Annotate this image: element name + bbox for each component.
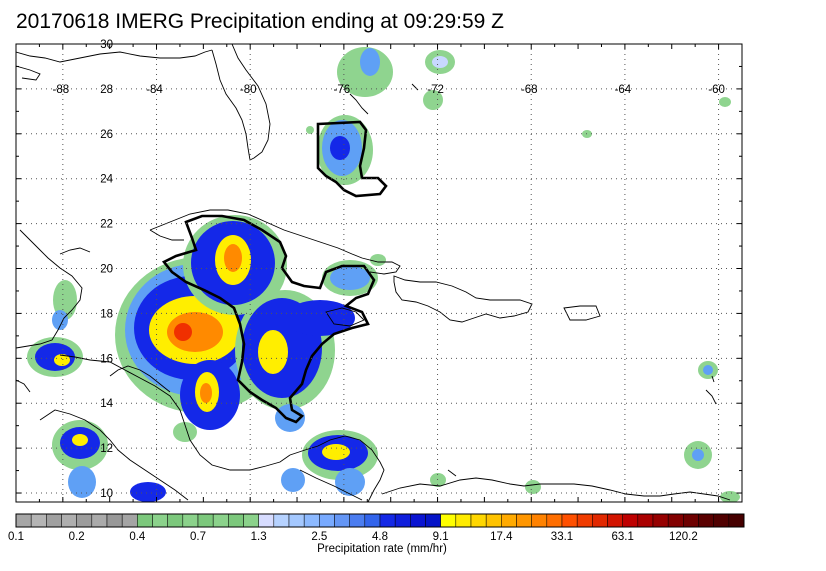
colorbar-tick-label: 0.4 <box>129 531 146 543</box>
colorbar-swatch <box>607 513 623 528</box>
colorbar-swatch <box>546 513 563 528</box>
colorbar-swatch <box>91 513 108 528</box>
colorbar-swatch <box>410 513 426 528</box>
colorbar <box>15 513 745 528</box>
colorbar-frame <box>15 513 745 528</box>
map-title: 20170618 IMERG Precipitation ending at 0… <box>16 10 504 33</box>
colorbar-swatch <box>713 513 730 528</box>
colorbar-tick-label: 63.1 <box>611 531 634 543</box>
coastlines <box>16 44 731 502</box>
lat-label: 16 <box>100 353 113 365</box>
colorbar-swatch <box>288 513 305 528</box>
colorbar-swatch <box>364 513 381 528</box>
colorbar-swatch <box>197 513 214 528</box>
lat-label: 14 <box>100 398 113 410</box>
colorbar-swatch <box>683 513 699 528</box>
colorbar-tick-label: 33.1 <box>550 531 574 543</box>
lon-label: -80 <box>240 84 257 96</box>
colorbar-swatch <box>394 513 411 528</box>
colorbar-swatch <box>167 513 184 528</box>
lat-label: 28 <box>100 84 113 96</box>
colorbar-swatch <box>485 513 502 528</box>
colorbar-swatch <box>182 513 199 528</box>
map-frame <box>15 43 743 503</box>
colorbar-swatch <box>273 513 290 528</box>
lon-label: -88 <box>53 84 70 96</box>
lat-label: 10 <box>100 488 113 500</box>
frame-ticks <box>16 43 742 502</box>
colorbar-swatch <box>121 513 138 528</box>
colorbar-swatch <box>46 513 62 528</box>
colorbar-swatch <box>501 513 517 528</box>
colorbar-swatch <box>667 513 684 528</box>
colorbar-swatch <box>455 513 472 528</box>
lon-label: -76 <box>334 84 351 96</box>
lon-label: -72 <box>427 84 444 96</box>
colorbar-swatch <box>106 513 123 528</box>
latitude-labels: 30 28 26 24 22 20 18 16 14 12 10 <box>100 39 113 500</box>
colorbar-swatch <box>622 513 639 528</box>
colorbar-swatch <box>576 513 593 528</box>
colorbar-swatch <box>531 513 548 528</box>
colorbar-swatch <box>349 513 366 528</box>
colorbar-swatch <box>425 513 441 528</box>
lat-label: 30 <box>100 39 113 51</box>
colorbar-swatch <box>76 513 93 528</box>
lat-label: 12 <box>100 443 113 455</box>
lon-label: -84 <box>146 84 163 96</box>
colorbar-swatch <box>592 513 608 528</box>
colorbar-swatch <box>152 513 168 528</box>
colorbar-tick-label: 4.8 <box>372 531 388 543</box>
lat-label: 24 <box>100 174 113 186</box>
lat-label: 20 <box>100 264 113 276</box>
colorbar-swatch <box>61 513 77 528</box>
colorbar-swatch <box>137 513 153 528</box>
colorbar-swatch <box>440 513 457 528</box>
colorbar-swatch <box>470 513 487 528</box>
colorbar-tick-label: 0.2 <box>68 531 85 543</box>
lon-label: -64 <box>615 84 632 96</box>
longitude-labels: -88 -84 -80 -76 -72 -68 -64 -60 <box>53 84 725 96</box>
colorbar-swatch <box>15 513 32 528</box>
colorbar-swatch <box>379 513 396 528</box>
colorbar-swatch <box>30 513 47 528</box>
lat-label: 18 <box>100 308 113 320</box>
colorbar-tick-label: 9.1 <box>432 531 449 543</box>
colorbar-swatch <box>728 513 745 528</box>
colorbar-tick-label: 0.7 <box>190 531 206 543</box>
colorbar-title: Precipitation rate (mm/hr) <box>317 543 447 555</box>
map-grid <box>16 43 742 502</box>
lat-label: 26 <box>100 129 113 141</box>
lon-label: -60 <box>708 84 725 96</box>
colorbar-swatch <box>319 513 335 528</box>
colorbar-swatch <box>561 513 578 528</box>
colorbar-swatch <box>243 513 259 528</box>
colorbar-swatch <box>637 513 654 528</box>
colorbar-tick-label: 17.4 <box>490 531 513 543</box>
colorbar-swatch <box>258 513 275 528</box>
colorbar-swatch <box>652 513 669 528</box>
precip-field-caribbean-system <box>27 47 740 502</box>
lat-label: 22 <box>100 219 113 231</box>
threshold-contours <box>161 120 388 424</box>
colorbar-tick-label: 2.5 <box>311 531 328 543</box>
colorbar-tick-label: 0.1 <box>8 531 24 543</box>
colorbar-tick-label: 120.2 <box>668 531 698 543</box>
colorbar-swatch <box>228 513 244 528</box>
colorbar-swatch <box>334 513 350 528</box>
colorbar-swatch <box>303 513 320 528</box>
colorbar-swatch <box>516 513 532 528</box>
colorbar-tick-label: 1.3 <box>250 531 267 543</box>
colorbar-swatch <box>698 513 714 528</box>
colorbar-swatch <box>212 513 229 528</box>
lon-label: -68 <box>521 84 538 96</box>
